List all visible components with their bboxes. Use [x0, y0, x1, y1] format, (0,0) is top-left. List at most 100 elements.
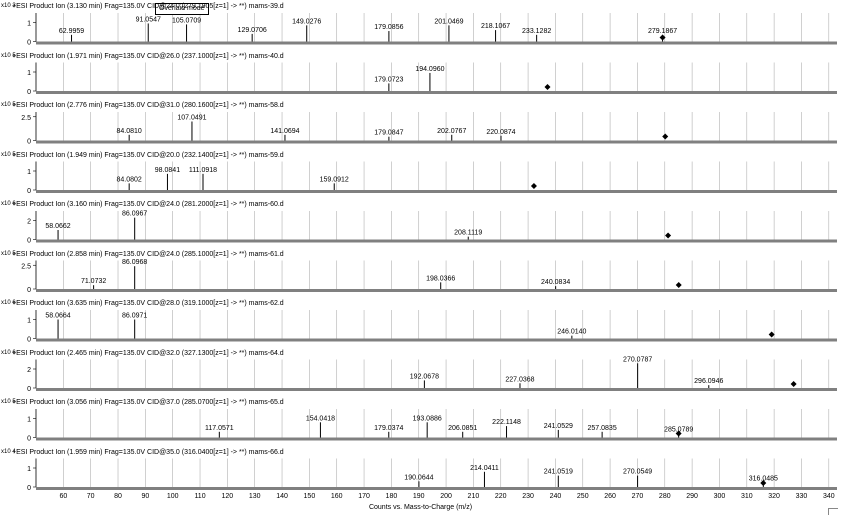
precursor-diamond-icon: [760, 480, 767, 486]
precursor-diamond-icon: [768, 331, 775, 338]
y-tick-label: 1: [27, 70, 31, 77]
y-tick-label: 0: [27, 287, 31, 294]
peak-label: 202.0767: [437, 128, 466, 135]
peak-label: 214.0411: [470, 465, 499, 472]
spectrum-header: +ESI Product Ion (2.858 min) Frag=135.0V…: [12, 250, 284, 258]
peak-label: 201.0469: [434, 18, 463, 25]
precursor-diamond-icon: [662, 133, 669, 140]
spectrum-header: +ESI Product Ion (1.959 min) Frag=135.0V…: [12, 448, 284, 456]
y-tick-label: 0: [27, 238, 31, 245]
baseline: [36, 289, 837, 292]
x-tick-label: 130: [249, 493, 261, 500]
x-tick-label: 320: [768, 493, 780, 500]
spectrum-header: +ESI Product Ion (3.130 min) Frag=135.0V…: [12, 3, 284, 10]
baseline: [36, 487, 837, 490]
y-scale-label: x10 4: [1, 448, 16, 455]
peak-label: 129.0706: [238, 27, 267, 34]
spectrum-header: +ESI Product Ion (2.465 min) Frag=135.0V…: [12, 349, 284, 357]
x-tick-label: 260: [604, 493, 616, 500]
baseline: [36, 388, 837, 391]
x-tick-label: 70: [87, 493, 95, 500]
baseline: [36, 140, 837, 144]
peak-label: 105.0709: [172, 17, 201, 24]
spectrum-header: +ESI Product Ion (1.949 min) Frag=135.0V…: [12, 151, 284, 159]
precursor-diamond-icon: [790, 381, 797, 387]
x-tick-label: 110: [194, 493, 205, 500]
y-tick-label: 0: [27, 337, 31, 344]
peak-label: 206.0851: [448, 425, 477, 432]
peak-label: 241.0519: [544, 469, 573, 476]
x-tick-label: 180: [386, 493, 398, 500]
x-tick-label: 100: [167, 493, 179, 500]
spectrum-header: +ESI Product Ion (2.776 min) Frag=135.0V…: [12, 102, 284, 109]
x-tick-label: 280: [659, 493, 671, 500]
spectrum-header: +ESI Product Ion (3.056 min) Frag=135.0V…: [12, 399, 284, 406]
peak-label: 84.0802: [117, 176, 142, 183]
baseline: [36, 41, 837, 45]
peak-label: 218.1067: [481, 23, 510, 30]
precursor-diamond-icon: [659, 34, 666, 41]
y-tick-label: 1: [27, 169, 31, 176]
overlaid-mode-button[interactable]: Overlaid mode: [155, 3, 209, 15]
y-tick-label: 0: [27, 139, 31, 146]
y-tick-label: 0: [27, 40, 31, 47]
x-tick-label: 330: [796, 493, 808, 500]
precursor-diamond-icon: [675, 282, 682, 288]
peak-label: 270.0787: [623, 356, 652, 363]
peak-label: 279.1867: [648, 28, 677, 35]
peak-label: 198.0366: [426, 275, 455, 282]
y-tick-label: 2.5: [21, 263, 31, 270]
y-tick-label: 0: [27, 89, 31, 96]
x-tick-label: 340: [823, 493, 835, 500]
x-tick-label: 300: [714, 493, 726, 500]
peak-label: 316.0485: [749, 475, 778, 482]
peak-label: 179.0723: [374, 76, 403, 83]
y-tick-label: 1: [27, 417, 31, 424]
x-tick-label: 200: [440, 493, 452, 500]
x-tick-label: 150: [304, 493, 316, 500]
x-tick-label: 120: [222, 493, 234, 500]
y-tick-label: 1: [27, 466, 31, 473]
x-tick-label: 290: [686, 493, 698, 500]
peak-label: 91.0547: [136, 16, 161, 23]
peak-label: 58.0662: [45, 223, 70, 230]
peak-label: 98.0841: [155, 167, 180, 174]
peak-label: 270.0549: [623, 469, 652, 476]
peak-label: 194.0960: [415, 66, 444, 73]
baseline: [36, 338, 837, 342]
peak-label: 241.0529: [544, 423, 573, 430]
y-tick-label: 0: [27, 485, 31, 492]
resize-handle-icon[interactable]: [828, 508, 838, 515]
peak-label: 257.0835: [588, 425, 617, 432]
peak-label: 62.9959: [59, 28, 84, 35]
y-tick-label: 2: [27, 219, 31, 226]
x-axis-label: Counts vs. Mass-to-Charge (m/z): [368, 504, 473, 511]
x-tick-label: 270: [632, 493, 644, 500]
x-tick-label: 80: [114, 493, 122, 500]
x-tick-label: 250: [577, 493, 589, 500]
peak-label: 117.0571: [205, 425, 234, 432]
peak-label: 192.0678: [410, 373, 439, 380]
x-tick-label: 210: [468, 493, 480, 500]
x-tick-label: 230: [522, 493, 534, 500]
precursor-diamond-icon: [675, 430, 682, 437]
x-tick-label: 60: [59, 493, 67, 500]
peak-label: 179.0374: [374, 425, 403, 432]
y-tick-label: 1: [27, 21, 31, 28]
peak-label: 220.0874: [486, 129, 515, 136]
peak-label: 227.0368: [505, 376, 534, 383]
y-scale-label: x10 5: [1, 399, 16, 405]
precursor-diamond-icon: [665, 232, 672, 239]
y-scale-label: x10 6: [1, 201, 16, 207]
y-tick-label: 0: [27, 436, 31, 443]
spectrum-header: +ESI Product Ion (3.635 min) Frag=135.0V…: [12, 300, 284, 307]
y-tick-label: 0: [27, 188, 31, 195]
peak-label: 246.0140: [557, 329, 586, 336]
x-tick-label: 160: [331, 493, 343, 500]
peak-label: 154.0418: [306, 415, 335, 422]
peak-label: 107.0491: [177, 115, 206, 122]
peak-label: 159.0912: [320, 176, 349, 183]
peak-label: 111.0918: [189, 167, 217, 174]
